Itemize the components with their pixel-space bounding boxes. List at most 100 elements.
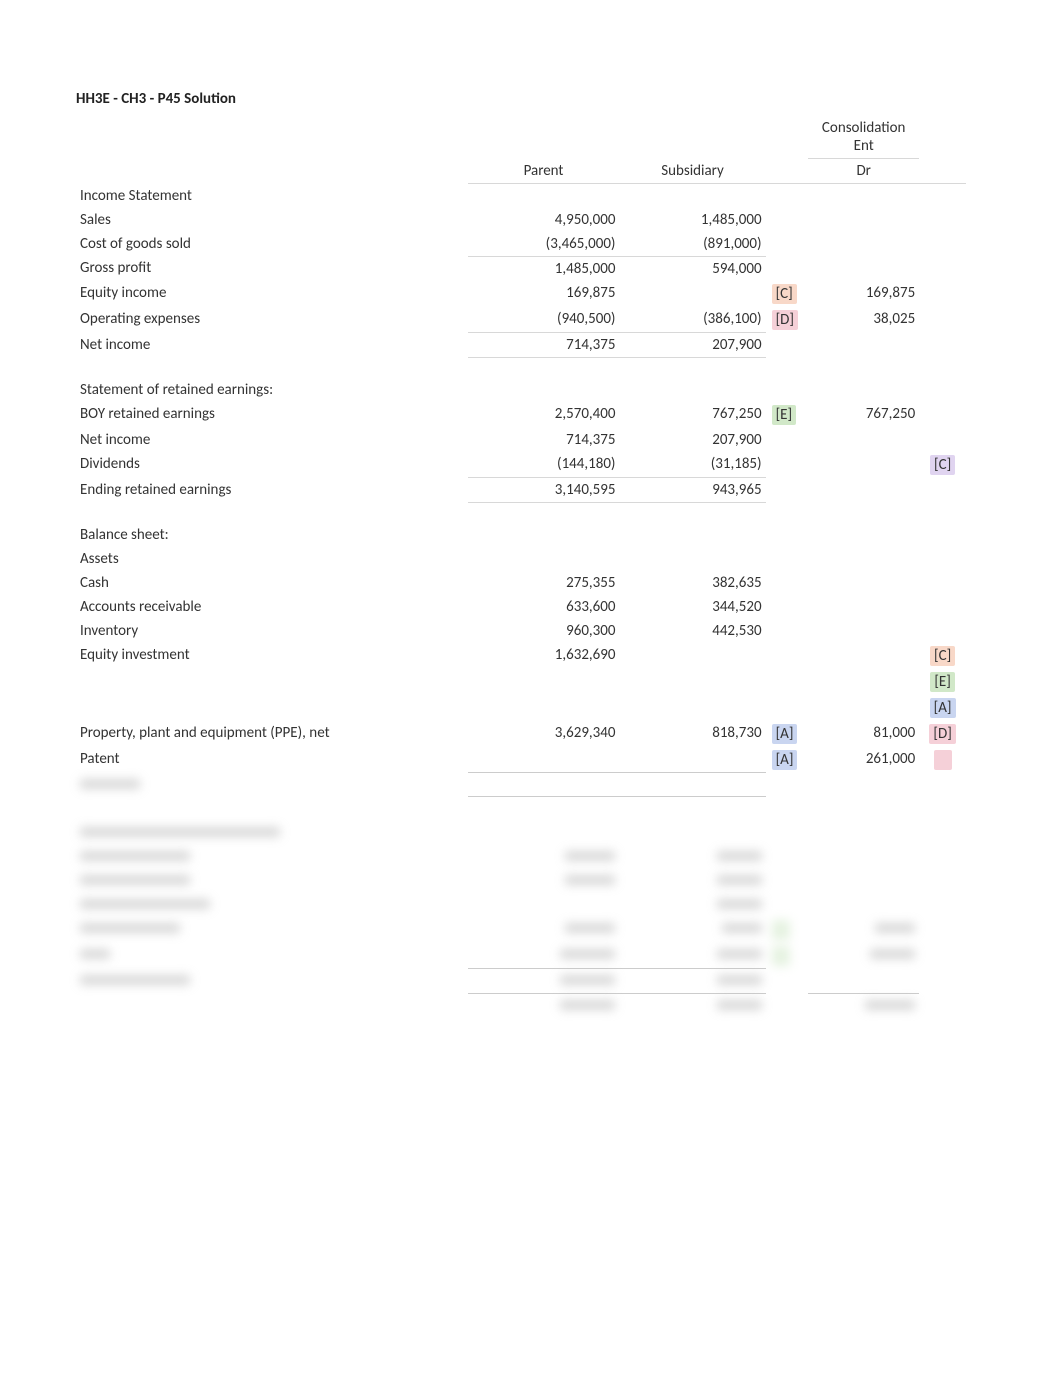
cell-subsidiary <box>619 281 765 307</box>
cell-tag-right <box>919 747 966 773</box>
table-row <box>76 503 966 523</box>
header-dr: Dr <box>808 159 919 184</box>
cell-tag-left: [A] <box>766 721 809 747</box>
cell-dr: 38,025 <box>808 307 919 333</box>
cell-tag-right <box>919 595 966 619</box>
row-label: Net income <box>76 333 468 358</box>
row-label <box>76 669 468 695</box>
cell-dr <box>808 378 919 402</box>
row-label: Ending retained earnings <box>76 478 468 503</box>
blurred-row <box>76 869 966 893</box>
row-label: Dividends <box>76 452 468 478</box>
cell-parent: 2,570,400 <box>468 402 620 428</box>
cell-parent <box>468 547 620 571</box>
cell-dr <box>808 478 919 503</box>
cell-dr <box>808 232 919 257</box>
row-label: Equity investment <box>76 643 468 669</box>
cell-tag-left <box>766 478 809 503</box>
table-row <box>76 358 966 378</box>
cell-dr <box>808 619 919 643</box>
table-row: Operating expenses(940,500)(386,100)[D]3… <box>76 307 966 333</box>
cell-subsidiary <box>619 747 765 773</box>
cell-dr: 261,000 <box>808 747 919 773</box>
cell-subsidiary: (891,000) <box>619 232 765 257</box>
row-label: Inventory <box>76 619 468 643</box>
blurred-row <box>76 821 966 845</box>
cell-subsidiary: (386,100) <box>619 307 765 333</box>
cell-subsidiary: 943,965 <box>619 478 765 503</box>
row-label: Cash <box>76 571 468 595</box>
table-row: Sales4,950,0001,485,000 <box>76 208 966 232</box>
cell-parent <box>468 669 620 695</box>
cell-tag-right <box>919 547 966 571</box>
cell-tag-left <box>766 452 809 478</box>
table-row: Balance sheet: <box>76 523 966 547</box>
row-label: Net income <box>76 428 468 452</box>
table-row: Ending retained earnings3,140,595943,965 <box>76 478 966 503</box>
cell-dr: 767,250 <box>808 402 919 428</box>
table-row: Equity investment1,632,690[C] <box>76 643 966 669</box>
row-label: Cost of goods sold <box>76 232 468 257</box>
cell-tag-right <box>919 281 966 307</box>
table-row: Dividends(144,180)(31,185)[C] <box>76 452 966 478</box>
cell-tag-left: [A] <box>766 747 809 773</box>
cell-tag-left <box>766 184 809 208</box>
cell-tag-left <box>766 523 809 547</box>
cell-tag-right <box>919 256 966 281</box>
cell-subsidiary <box>619 547 765 571</box>
row-label: Income Statement <box>76 184 468 208</box>
row-label: Accounts receivable <box>76 595 468 619</box>
table-row: [E] <box>76 669 966 695</box>
cell-parent <box>468 184 620 208</box>
cell-tag-right <box>919 619 966 643</box>
cell-tag-right <box>919 478 966 503</box>
cell-tag-right <box>919 523 966 547</box>
table-row: [A] <box>76 695 966 721</box>
cell-subsidiary: 382,635 <box>619 571 765 595</box>
cell-subsidiary: 818,730 <box>619 721 765 747</box>
table-row: Income Statement <box>76 184 966 208</box>
cell-dr <box>808 695 919 721</box>
row-label: Property, plant and equipment (PPE), net <box>76 721 468 747</box>
table-row: Accounts receivable633,600344,520 <box>76 595 966 619</box>
cell-subsidiary: 1,485,000 <box>619 208 765 232</box>
cell-subsidiary <box>619 523 765 547</box>
cell-tag-left: [D] <box>766 307 809 333</box>
cell-tag-right: [C] <box>919 452 966 478</box>
blurred-row <box>76 917 966 943</box>
cell-dr <box>808 428 919 452</box>
cell-subsidiary: 767,250 <box>619 402 765 428</box>
cell-parent: 960,300 <box>468 619 620 643</box>
table-row: Gross profit1,485,000594,000 <box>76 256 966 281</box>
cell-parent: 1,485,000 <box>468 256 620 281</box>
cell-tag-right <box>919 333 966 358</box>
cell-parent: (940,500) <box>468 307 620 333</box>
cell-parent: (3,465,000) <box>468 232 620 257</box>
cell-subsidiary <box>619 643 765 669</box>
row-label: Statement of retained earnings: <box>76 378 468 402</box>
header-consolidation: Consolidation Ent <box>808 116 919 159</box>
row-label: Equity income <box>76 281 468 307</box>
cell-tag-right: [C] <box>919 643 966 669</box>
cell-parent: 3,629,340 <box>468 721 620 747</box>
row-label: Gross profit <box>76 256 468 281</box>
cell-dr <box>808 452 919 478</box>
cell-subsidiary: 594,000 <box>619 256 765 281</box>
header-row-2: Parent Subsidiary Dr <box>76 159 966 184</box>
cell-parent <box>468 523 620 547</box>
cell-parent: 275,355 <box>468 571 620 595</box>
cell-dr <box>808 256 919 281</box>
cell-tag-left <box>766 378 809 402</box>
cell-parent: 633,600 <box>468 595 620 619</box>
cell-tag-right: [D] <box>919 721 966 747</box>
header-row-1: Consolidation Ent <box>76 116 966 159</box>
cell-parent: 169,875 <box>468 281 620 307</box>
table-row: Net income714,375207,900 <box>76 428 966 452</box>
cell-tag-left <box>766 232 809 257</box>
blurred-row <box>76 969 966 994</box>
cell-parent: 714,375 <box>468 428 620 452</box>
blurred-row <box>76 943 966 969</box>
row-label: Sales <box>76 208 468 232</box>
cell-tag-right <box>919 184 966 208</box>
table-row: Property, plant and equipment (PPE), net… <box>76 721 966 747</box>
